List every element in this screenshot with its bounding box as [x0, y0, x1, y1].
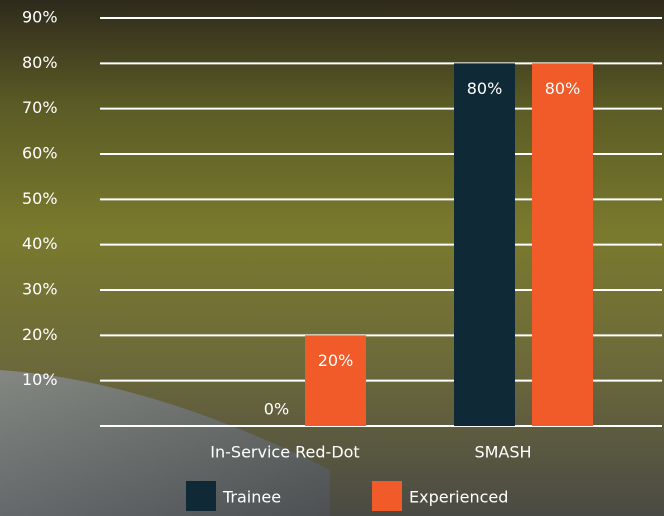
- y-tick-label: 10%: [22, 370, 58, 389]
- legend-label: Trainee: [222, 488, 281, 507]
- y-tick-label: 60%: [22, 144, 58, 163]
- legend-label: Experienced: [409, 488, 508, 507]
- bar: [305, 335, 366, 426]
- value-label: 0%: [264, 400, 289, 419]
- y-tick-label: 80%: [22, 53, 58, 72]
- y-tick-label: 50%: [22, 189, 58, 208]
- value-label: 80%: [545, 79, 581, 98]
- chart: 10% 20% 30% 40% 50% 60% 70% 80% 90% In-Service Re…: [0, 0, 664, 516]
- page: 10% 20% 30% 40% 50% 60% 70% 80% 90% In-Service Re…: [0, 0, 664, 516]
- legend-swatch: [186, 481, 216, 511]
- bar: [532, 63, 593, 426]
- value-label: 80%: [467, 79, 503, 98]
- y-tick-label: 20%: [22, 325, 58, 344]
- y-tick-label: 90%: [22, 8, 58, 27]
- value-label: 20%: [318, 351, 354, 370]
- y-tick-label: 70%: [22, 98, 58, 117]
- x-tick-label: SMASH: [474, 443, 531, 462]
- y-tick-label: 40%: [22, 234, 58, 253]
- y-tick-label: 30%: [22, 280, 58, 299]
- bar: [454, 63, 515, 426]
- legend-swatch: [372, 481, 402, 511]
- x-tick-label: In-Service Red-Dot: [210, 443, 359, 462]
